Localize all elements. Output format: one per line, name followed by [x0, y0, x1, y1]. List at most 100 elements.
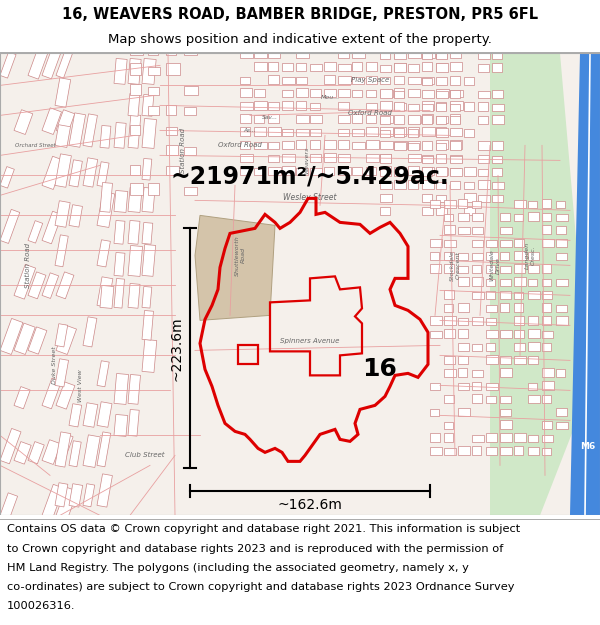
- Text: Contains OS data © Crown copyright and database right 2021. This information is : Contains OS data © Crown copyright and d…: [7, 524, 520, 534]
- Bar: [472, 292, 484, 299]
- Text: co-ordinates) are subject to Crown copyright and database rights 2023 Ordnance S: co-ordinates) are subject to Crown copyr…: [7, 582, 515, 592]
- Bar: [528, 291, 540, 299]
- Bar: [408, 127, 419, 136]
- Bar: [514, 331, 524, 338]
- Bar: [478, 64, 489, 72]
- Bar: [486, 279, 495, 286]
- Bar: [366, 127, 378, 136]
- Bar: [69, 205, 82, 227]
- Bar: [240, 168, 250, 176]
- Bar: [42, 211, 62, 244]
- Bar: [542, 291, 552, 299]
- Bar: [380, 116, 393, 123]
- Bar: [366, 62, 377, 71]
- Bar: [42, 156, 64, 189]
- Bar: [366, 76, 377, 84]
- Bar: [500, 396, 511, 403]
- Bar: [394, 142, 406, 151]
- Bar: [492, 63, 502, 72]
- Bar: [268, 114, 279, 123]
- Bar: [268, 76, 279, 84]
- Bar: [254, 89, 265, 98]
- Bar: [128, 94, 140, 116]
- Bar: [556, 279, 568, 286]
- Bar: [436, 91, 448, 98]
- Bar: [422, 141, 432, 151]
- Bar: [422, 78, 434, 84]
- Bar: [492, 51, 502, 59]
- Bar: [514, 303, 523, 312]
- Bar: [500, 448, 512, 456]
- Bar: [500, 253, 509, 261]
- Bar: [166, 166, 179, 176]
- Bar: [338, 64, 351, 71]
- Bar: [268, 102, 279, 111]
- Bar: [254, 116, 264, 123]
- Polygon shape: [490, 53, 600, 516]
- Bar: [338, 141, 349, 149]
- Bar: [394, 76, 404, 84]
- Bar: [310, 168, 322, 176]
- Bar: [0, 52, 16, 78]
- Bar: [380, 166, 391, 176]
- Bar: [282, 166, 295, 176]
- Bar: [310, 89, 321, 98]
- Bar: [142, 339, 157, 372]
- Bar: [380, 208, 390, 216]
- Bar: [492, 182, 504, 189]
- Bar: [394, 116, 404, 124]
- Bar: [478, 196, 490, 202]
- Bar: [14, 264, 35, 299]
- Bar: [528, 266, 539, 273]
- Bar: [436, 168, 447, 176]
- Bar: [130, 63, 141, 76]
- Bar: [56, 382, 75, 409]
- Bar: [366, 103, 377, 111]
- Bar: [430, 253, 439, 261]
- Bar: [478, 181, 490, 189]
- Bar: [450, 91, 460, 98]
- Bar: [430, 331, 442, 338]
- Bar: [436, 196, 446, 202]
- Bar: [296, 116, 309, 123]
- Text: 16, WEAVERS ROAD, BAMBER BRIDGE, PRESTON, PR5 6FL: 16, WEAVERS ROAD, BAMBER BRIDGE, PRESTON…: [62, 7, 538, 22]
- Bar: [338, 76, 351, 84]
- Bar: [324, 168, 334, 176]
- Bar: [128, 188, 142, 213]
- Bar: [542, 368, 554, 378]
- Bar: [444, 396, 454, 403]
- Bar: [436, 156, 446, 162]
- Bar: [408, 154, 421, 162]
- Bar: [556, 306, 567, 312]
- Bar: [380, 91, 393, 98]
- Bar: [166, 146, 178, 156]
- Bar: [366, 91, 376, 98]
- Bar: [366, 168, 376, 176]
- Bar: [184, 107, 196, 116]
- Bar: [542, 421, 552, 429]
- Text: As...: As...: [244, 128, 256, 133]
- Bar: [542, 239, 554, 248]
- Bar: [0, 428, 21, 464]
- Text: Orchard Street: Orchard Street: [14, 143, 55, 148]
- Bar: [514, 343, 525, 351]
- Bar: [352, 51, 365, 58]
- Bar: [486, 383, 498, 391]
- Bar: [486, 253, 498, 261]
- Bar: [310, 103, 320, 111]
- Bar: [500, 409, 511, 416]
- Bar: [0, 209, 20, 244]
- Bar: [394, 51, 406, 59]
- Bar: [514, 316, 524, 326]
- Bar: [444, 329, 455, 338]
- Bar: [556, 201, 565, 208]
- Bar: [240, 102, 253, 111]
- Bar: [282, 63, 293, 71]
- Bar: [528, 316, 538, 326]
- Bar: [492, 156, 502, 163]
- Bar: [166, 106, 176, 116]
- Bar: [486, 306, 497, 312]
- Bar: [500, 331, 512, 338]
- Bar: [166, 48, 176, 56]
- Text: West View: West View: [77, 369, 83, 402]
